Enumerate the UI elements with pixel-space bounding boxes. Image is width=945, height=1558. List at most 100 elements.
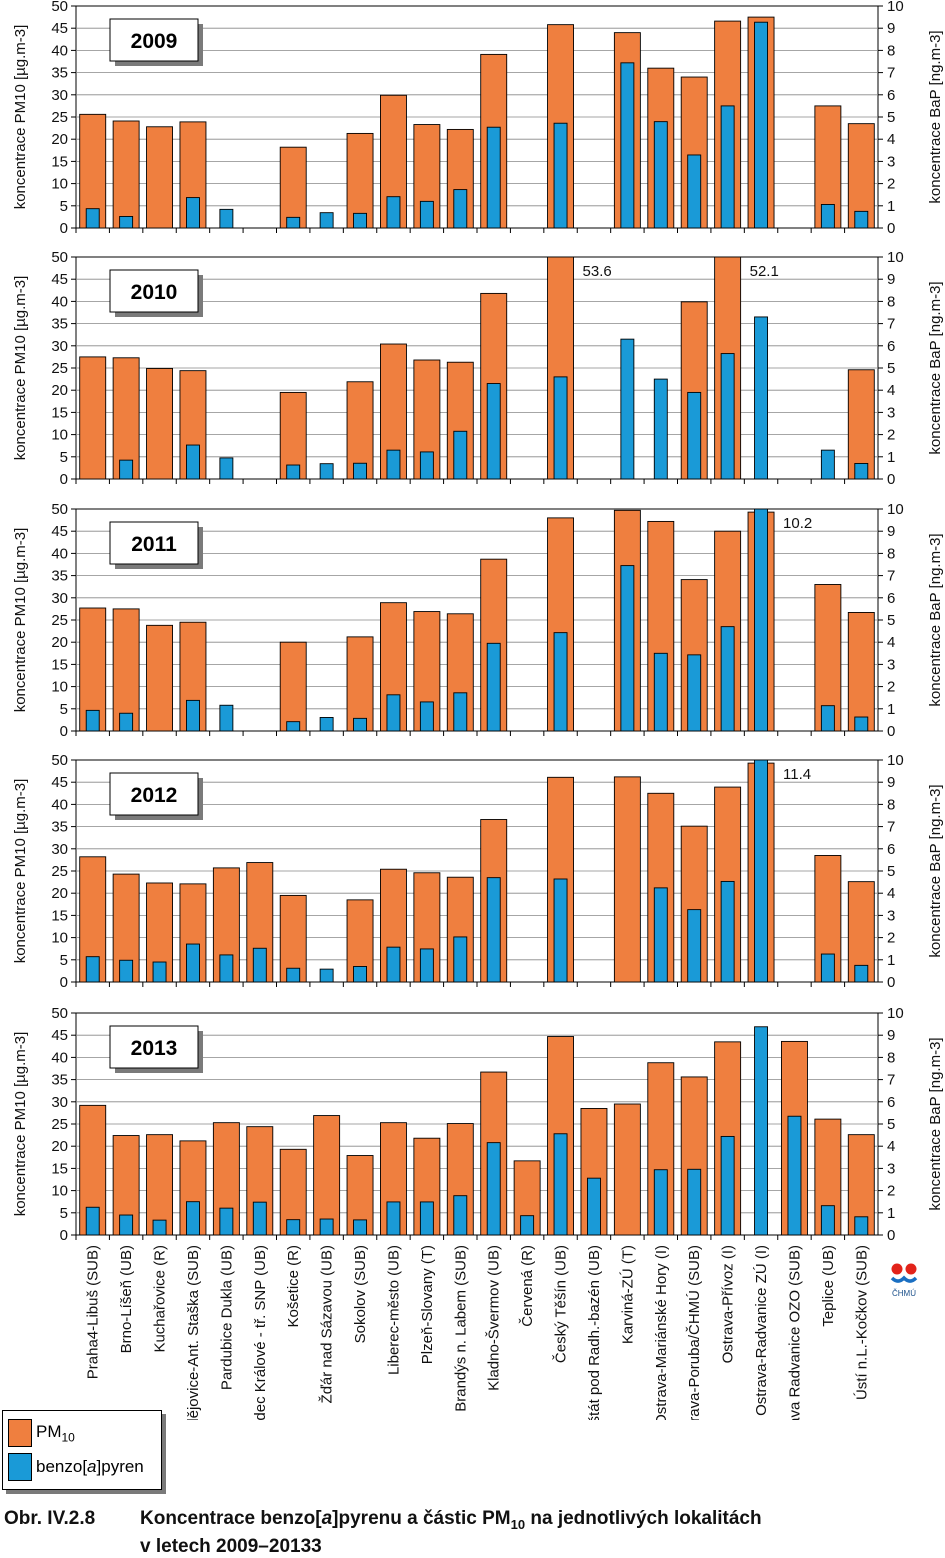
y2-tick-label: 6 [887,590,895,607]
y2-tick-label: 8 [887,1049,895,1066]
y-tick-label: 25 [51,863,68,880]
y-tick-label: 30 [51,590,68,607]
bar-bap [419,200,434,229]
bar-bap [386,694,401,732]
bar-bap [854,716,869,732]
y2-tick-label: 0 [887,471,895,488]
bar-bap [186,444,200,480]
bar-bap [486,642,501,732]
y2-tick-label: 4 [887,1138,895,1155]
bar-bap [553,632,568,732]
x-tick-label: Ostrava Radvanice OZO (SUB) [786,1245,803,1420]
bar-pm10 [146,624,173,732]
bar-bap [453,936,468,983]
y2-tick-label: 7 [887,1072,895,1089]
y2-tick-label: 2 [887,427,895,444]
bar-bap [687,154,702,229]
y2-tick-label: 8 [887,796,895,813]
bar-bap [286,216,301,229]
bar-bap [653,887,668,983]
figure-caption: Obr. IV.2.8 Koncentrace benzo[a]pyrenu a … [4,1508,934,1558]
y-tick-label: 25 [51,612,68,629]
bar-bap [186,1201,200,1236]
y-tick-label: 0 [60,220,68,237]
x-tick-label: Frenštát pod Radh.-bazén (UB) [586,1245,603,1420]
bar-pm10 [613,776,641,983]
caption-line2: v letech 2009–20133 [140,1535,322,1557]
bar-pm10 [313,1115,341,1236]
bar-bap [386,449,401,480]
bar-bap [486,1142,501,1236]
y-tick-label: 0 [60,723,68,740]
y-tick-label: 50 [51,501,68,518]
y2-tick-label: 4 [887,885,895,902]
bar-bap [353,212,367,229]
bar-bap [286,721,301,732]
y-tick-label: 40 [51,293,68,310]
y2-tick-label: 4 [887,382,895,399]
bar-pm10 [112,357,140,480]
y2-tick-label: 9 [887,20,895,37]
year-label: 2009 [131,30,178,53]
bar-bap [319,717,334,732]
y-tick-label: 25 [51,109,68,126]
bar-bap [820,705,835,732]
y2-tick-label: 0 [887,220,895,237]
bar-bap [219,208,234,229]
y-tick-label: 20 [51,1138,68,1155]
bar-bap [553,1133,568,1236]
bar-bap [386,1201,401,1236]
x-tick-label: Ostrava-Radvanice ZÚ (I) [753,1245,770,1416]
x-tick-label: Č.Budějovice-Ant. Staška (SUB) [185,1245,202,1420]
bar-bap [419,1201,434,1236]
bar-pm10 [112,608,140,732]
y2-tick-label: 1 [887,1205,895,1222]
bar-bap [286,1219,301,1236]
bar-bap [854,1216,869,1236]
y-tick-label: 50 [51,1005,68,1022]
y2-tick-label: 5 [887,109,895,126]
y-tick-label: 50 [51,0,68,15]
legend-swatch-pm10 [8,1419,32,1447]
y-tick-label: 45 [51,20,68,37]
legend-item-bap: benzo[a]pyren [8,1453,144,1481]
bar-bap [319,968,334,983]
y2-tick-label: 10 [887,0,904,15]
bar-bap [386,946,401,983]
y-tick-label: 50 [51,752,68,769]
bar-bap [119,712,134,732]
bar-bap [687,909,702,983]
panel-2009: 0 0 5 1 10 2 15 3 20 4 25 5 30 6 35 7 40 8 45 9 50 10 2009 konc… [12,0,944,237]
bar-pm10 [279,641,307,732]
legend: PM10 benzo[a]pyren [2,1410,162,1490]
y-tick-label: 25 [51,1116,68,1133]
bar-bap [286,464,301,480]
y2-tick-label: 3 [887,907,895,924]
bar-bap [152,961,167,983]
y2-tick-label: 1 [887,449,895,466]
bar-bap [119,959,134,983]
y-tick-label: 35 [51,65,68,82]
y2-tick-label: 6 [887,338,895,355]
y2-axis-title: koncentrace BaP [ng.m-3] [927,1037,944,1210]
x-tick-label: Brno-Líšeň (UB) [118,1245,135,1353]
bar-bap [787,1115,802,1236]
data-label: 11.4 [783,766,811,783]
year-box [109,1025,199,1069]
x-tick-label: Sokolov (SUB) [352,1245,369,1343]
y2-tick-label: 9 [887,523,895,540]
bar-bap [353,462,367,480]
bar-bap [687,654,702,732]
y2-tick-label: 9 [887,1027,895,1044]
x-tick-label: Český Těšín (UB) [553,1245,570,1363]
y2-tick-label: 0 [887,974,895,991]
year-label: 2013 [131,1037,178,1060]
y2-tick-label: 9 [887,271,895,288]
bar-bap [720,626,735,732]
bar-bap [252,1201,267,1236]
caption-line1: Koncentrace benzo[a]pyrenu a částic PM10… [140,1508,762,1532]
y2-tick-label: 0 [887,723,895,740]
bar-bap [419,948,434,983]
bar-bap [186,943,200,983]
y-tick-label: 45 [51,271,68,288]
